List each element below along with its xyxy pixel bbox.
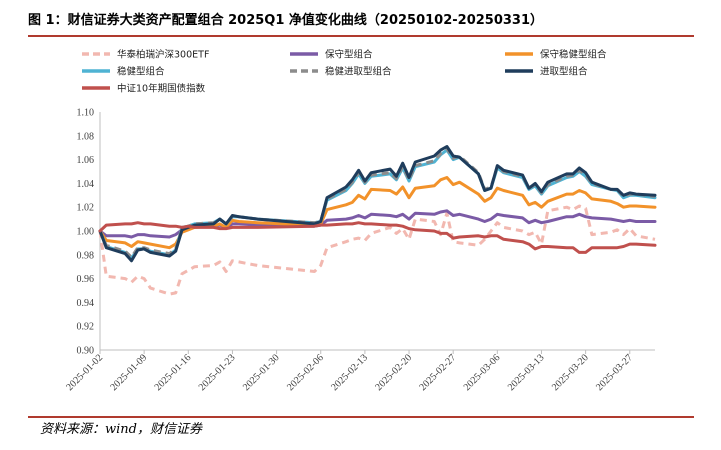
x-tick-label: 2025-01-23: [197, 352, 238, 393]
source-note: 资料来源：wind，财信证券: [40, 422, 202, 437]
y-tick-label: 0.98: [77, 250, 95, 261]
x-tick-label: 2025-02-20: [373, 352, 414, 393]
series-layer: [98, 145, 657, 296]
y-tick-label: 0.90: [77, 346, 95, 357]
x-tick-label: 2025-02-06: [285, 352, 326, 393]
legend-label: 华泰柏瑞沪深300ETF: [117, 49, 209, 61]
x-tick-label: 2025-01-16: [153, 352, 194, 393]
series-line: [98, 176, 657, 250]
y-tick-label: 1.08: [77, 131, 95, 142]
series-line: [98, 221, 657, 254]
y-tick-label: 1.02: [77, 203, 95, 214]
legend-label: 稳健型组合: [117, 66, 165, 78]
x-tick-label: 2025-02-13: [329, 352, 370, 393]
y-tick-label: 0.96: [77, 274, 95, 285]
y-axis: 0.90 0.92 0.94 0.96 0.98 1.00 1.02 1.04 1.06 1.08…: [77, 108, 101, 357]
x-tick-label: 2025-03-27: [594, 352, 635, 393]
x-axis: 2025-01-02 2025-01-09 2025-01-16 2025-01-23…: [64, 349, 655, 393]
legend-label: 保守稳健型组合: [540, 49, 607, 61]
series-line: [98, 148, 657, 260]
x-tick-label: 2025-01-30: [241, 352, 282, 393]
y-tick-label: 1.06: [77, 155, 95, 166]
x-tick-label: 2025-01-09: [108, 352, 149, 393]
y-tick-label: 0.92: [77, 322, 95, 333]
y-tick-label: 0.94: [77, 298, 95, 309]
series-line: [98, 145, 657, 263]
x-tick-label: 2025-02-27: [418, 352, 459, 393]
y-tick-label: 1.00: [77, 227, 95, 238]
x-tick-label: 2025-01-02: [64, 352, 105, 393]
x-tick-label: 2025-03-06: [462, 352, 503, 393]
y-tick-label: 1.10: [77, 108, 95, 119]
legend-label: 进取型组合: [540, 66, 588, 78]
series-line: [98, 147, 656, 259]
bottom-rule: [28, 416, 694, 418]
legend-label: 保守型组合: [325, 49, 373, 61]
x-tick-label: 2025-03-20: [550, 352, 591, 393]
series-line: [98, 204, 656, 296]
legend-label: 稳健进取型组合: [325, 66, 392, 78]
y-tick-label: 1.04: [77, 179, 95, 190]
top-rule: [28, 35, 694, 37]
x-tick-label: 2025-03-13: [506, 352, 547, 393]
figure-title: 图 1：财信证券大类资产配置组合 2025Q1 净值变化曲线（20250102-…: [28, 13, 544, 28]
legend-label: 中证10年期国债指数: [117, 83, 206, 95]
